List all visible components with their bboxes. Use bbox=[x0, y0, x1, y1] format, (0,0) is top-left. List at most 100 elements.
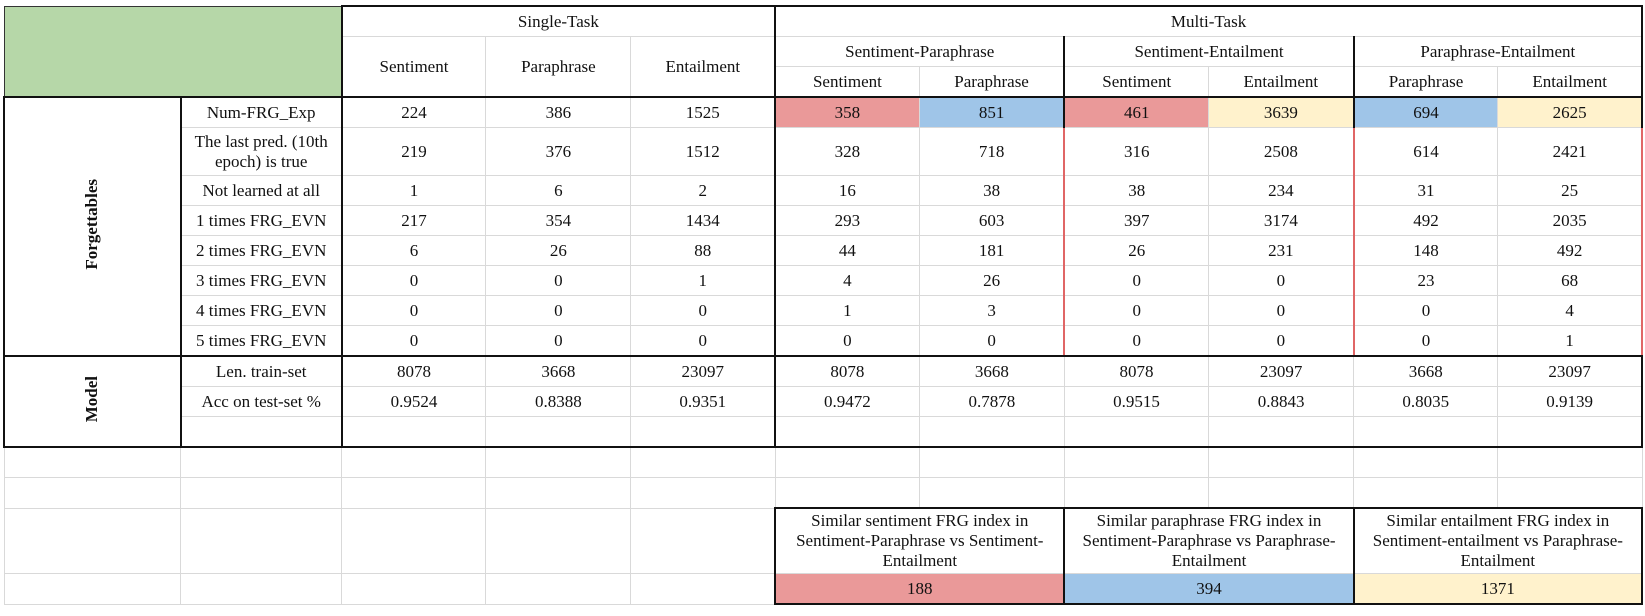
cell: 0 bbox=[485, 295, 632, 326]
empty-cell bbox=[1208, 477, 1355, 509]
empty-cell bbox=[180, 477, 343, 509]
empty-cell bbox=[918, 446, 1065, 478]
empty-cell bbox=[3, 573, 182, 605]
empty-cell bbox=[1497, 416, 1644, 448]
cell: 3174 bbox=[1208, 205, 1355, 236]
cell: 1 bbox=[630, 265, 776, 296]
similar-labels-row: Similar sentiment FRG index in Sentiment… bbox=[3, 507, 1644, 574]
row-label: Num-FRG_Exp bbox=[180, 96, 343, 128]
similar-values-row: 188 394 1371 bbox=[3, 573, 1644, 605]
table-row: 4 times FRG_EVN 0 0 0 1 3 0 0 0 4 bbox=[4, 295, 1644, 326]
similar-entailment-label: Similar entailment FRG index in Sentimen… bbox=[1352, 507, 1644, 574]
similar-paraphrase-value: 394 bbox=[1063, 573, 1355, 605]
cell: 25 bbox=[1497, 175, 1644, 206]
cell-highlight-yellow: 2625 bbox=[1497, 96, 1644, 128]
sub-header: Entailment bbox=[1208, 66, 1355, 98]
cell: 0 bbox=[630, 295, 776, 326]
similar-paraphrase-label: Similar paraphrase FRG index in Sentimen… bbox=[1063, 507, 1355, 574]
cell: 1434 bbox=[630, 205, 776, 236]
cell: 224 bbox=[340, 96, 487, 128]
cell: 6 bbox=[340, 235, 487, 266]
cell: 614 bbox=[1352, 127, 1499, 176]
cell: 0.9524 bbox=[340, 386, 487, 417]
empty-cell bbox=[774, 446, 920, 478]
cell: 44 bbox=[774, 235, 920, 266]
cell: 1 bbox=[340, 175, 487, 206]
cell: 88 bbox=[630, 235, 776, 266]
empty-cell bbox=[1353, 477, 1499, 509]
row-label: Acc on test-set % bbox=[180, 386, 343, 417]
cell: 8078 bbox=[774, 355, 920, 387]
table-row: Forgettables Num-FRG_Exp 224 386 1525 35… bbox=[3, 96, 1644, 357]
cell: 26 bbox=[485, 235, 632, 266]
table-row: Acc on test-set % 0.9524 0.8388 0.9351 0… bbox=[4, 386, 1644, 417]
corner-cell bbox=[3, 5, 343, 98]
cell: 0.9515 bbox=[1063, 386, 1210, 417]
cell-highlight-red: 461 bbox=[1063, 96, 1210, 128]
forgettables-group-label: Forgettables bbox=[3, 96, 182, 357]
cell: 2508 bbox=[1208, 127, 1355, 176]
empty-cell bbox=[1208, 416, 1355, 448]
cell: 31 bbox=[1352, 175, 1499, 206]
cell: 26 bbox=[1063, 235, 1210, 266]
empty-cell bbox=[630, 573, 776, 605]
header-row-3: Sentiment Paraphrase Sentiment Entailmen… bbox=[4, 66, 1644, 98]
cell: 492 bbox=[1352, 205, 1499, 236]
cell: 8078 bbox=[340, 355, 487, 387]
sub-header: Sentiment bbox=[1063, 66, 1210, 98]
cell: 0.9139 bbox=[1497, 386, 1644, 417]
empty-cell bbox=[630, 416, 776, 448]
cell: 0.7878 bbox=[918, 386, 1065, 417]
multi-task-header: Multi-Task bbox=[774, 5, 1643, 37]
cell: 3 bbox=[918, 295, 1065, 326]
grid-row-empty bbox=[3, 446, 1643, 478]
empty-cell bbox=[485, 446, 632, 478]
cell: 0.9351 bbox=[630, 386, 776, 417]
cell: 603 bbox=[918, 205, 1065, 236]
cell: 0 bbox=[774, 325, 920, 357]
row-label: Len. train-set bbox=[180, 355, 343, 387]
table-row: 5 times FRG_EVN 0 0 0 0 0 0 0 0 1 bbox=[4, 325, 1644, 357]
row-label: 2 times FRG_EVN bbox=[180, 235, 343, 266]
empty-cell bbox=[1497, 477, 1643, 509]
cell: 6 bbox=[485, 175, 632, 206]
cell: 23097 bbox=[1497, 355, 1644, 387]
table-row: 1 times FRG_EVN 217 354 1434 293 603 397… bbox=[4, 205, 1644, 236]
cell: 23 bbox=[1352, 265, 1499, 296]
cell: 217 bbox=[340, 205, 487, 236]
empty-cell bbox=[1353, 416, 1499, 448]
cell: 23097 bbox=[630, 355, 776, 387]
cell: 234 bbox=[1208, 175, 1355, 206]
empty-cell bbox=[1063, 416, 1210, 448]
cell: 4 bbox=[1497, 295, 1644, 326]
cell: 2421 bbox=[1497, 127, 1644, 176]
cell: 0 bbox=[918, 325, 1065, 357]
pair-sentiment-paraphrase-header: Sentiment-Paraphrase bbox=[774, 36, 1065, 67]
empty-cell bbox=[341, 507, 487, 574]
empty-cell bbox=[630, 446, 776, 478]
table-row: 2 times FRG_EVN 6 26 88 44 181 26 231 14… bbox=[4, 235, 1644, 266]
cell: 354 bbox=[485, 205, 632, 236]
table-row: The last pred. (10th epoch) is true 219 … bbox=[4, 127, 1644, 176]
empty-cell bbox=[180, 507, 343, 574]
row-label: 1 times FRG_EVN bbox=[180, 205, 343, 236]
cell: 0 bbox=[485, 325, 632, 357]
cell: 181 bbox=[918, 235, 1065, 266]
empty-cell bbox=[1208, 446, 1355, 478]
cell: 3668 bbox=[485, 355, 632, 387]
cell: 0 bbox=[1063, 265, 1210, 296]
row-label: Not learned at all bbox=[180, 175, 343, 206]
cell: 4 bbox=[774, 265, 920, 296]
cell: 38 bbox=[918, 175, 1065, 206]
empty-cell bbox=[180, 446, 343, 478]
cell-highlight-blue: 851 bbox=[918, 96, 1065, 128]
table-row: Not learned at all 1 6 2 16 38 38 234 31… bbox=[4, 175, 1644, 206]
cell: 1 bbox=[774, 295, 920, 326]
cell: 2 bbox=[630, 175, 776, 206]
cell: 328 bbox=[774, 127, 920, 176]
header-row-1: Single-Task Multi-Task bbox=[3, 5, 1643, 98]
single-task-header: Single-Task bbox=[340, 5, 776, 37]
empty-cell bbox=[918, 477, 1065, 509]
results-table: Single-Task Multi-Task Sentiment Paraphr… bbox=[3, 5, 1644, 605]
cell: 0 bbox=[340, 265, 487, 296]
